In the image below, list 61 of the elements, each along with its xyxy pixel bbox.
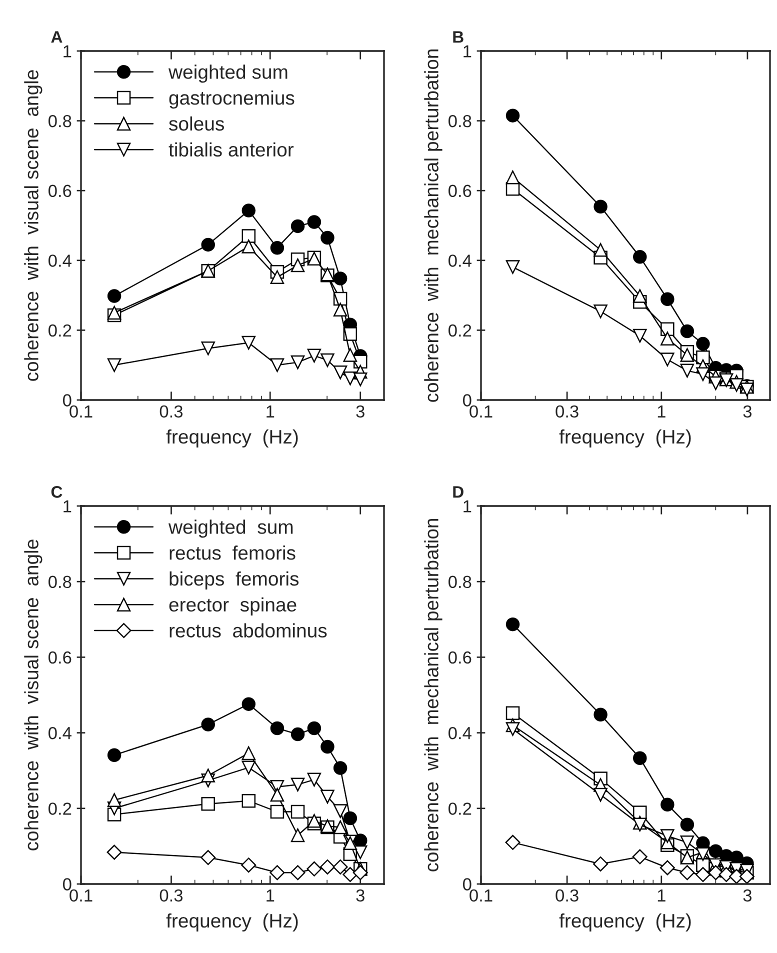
x-tick-label: 1 — [266, 406, 274, 418]
chart-title: B — [453, 31, 464, 43]
legend-label: soleus — [169, 116, 224, 131]
y-tick-label: 0.4 — [448, 254, 472, 267]
y-tick-label: 0.8 — [448, 576, 472, 588]
y-tick-label: 0.2 — [448, 802, 472, 815]
x-tick-label: 3 — [356, 405, 364, 418]
x-axis-title: frequency (Hz) — [559, 913, 691, 932]
x-tick-label: 1 — [266, 890, 274, 902]
y-axis-title: coherence with visual scene angle — [24, 70, 42, 381]
y-tick-label: 0.4 — [48, 726, 72, 740]
y-tick-label: 0.6 — [448, 184, 472, 198]
x-tick-label: 3 — [743, 889, 752, 902]
y-axis-title: coherence with mechanical perturbation — [424, 49, 442, 402]
x-tick-label: 0.3 — [160, 889, 183, 902]
y-tick-label: 0 — [62, 878, 72, 890]
x-tick-label: 0.3 — [160, 405, 183, 418]
x-tick-label: 0.1 — [70, 405, 92, 418]
legend-label: erector spinae — [169, 597, 296, 616]
x-tick-label: 3 — [356, 889, 364, 902]
y-tick-label: 0.2 — [48, 802, 72, 815]
chart-title: C — [51, 486, 62, 498]
y-tick-label: 1 — [64, 45, 72, 58]
y-tick-label: 1 — [464, 500, 472, 512]
y-axis-title: coherence with visual scene angle — [24, 540, 42, 850]
legend-label: gastrocnemius — [169, 90, 294, 109]
y-tick-label: 0.8 — [48, 576, 72, 588]
legend-label: weighted sum — [168, 520, 293, 538]
y-tick-label: 0.2 — [448, 324, 472, 337]
x-axis-title: frequency (Hz) — [166, 913, 298, 932]
y-tick-label: 0 — [462, 394, 472, 406]
y-tick-label: 0.2 — [48, 324, 72, 337]
legend-label: biceps femoris — [170, 571, 299, 590]
x-tick-label: 0.1 — [70, 889, 92, 902]
x-tick-label: 0.3 — [556, 405, 578, 418]
y-tick-label: 0.4 — [448, 726, 472, 740]
x-tick-label: 3 — [743, 405, 752, 418]
x-tick-label: 0.1 — [470, 405, 492, 418]
chart-title: D — [453, 486, 464, 498]
x-axis-title: frequency (Hz) — [559, 429, 691, 448]
y-tick-label: 0.6 — [448, 651, 472, 664]
x-axis-title: frequency (Hz) — [166, 429, 298, 448]
x-tick-label: 0.3 — [556, 889, 578, 902]
legend-label: rectus femoris — [170, 546, 296, 560]
y-tick-label: 0.4 — [48, 254, 72, 267]
y-tick-label: 0.8 — [48, 114, 72, 128]
y-tick-label: 1 — [64, 500, 72, 512]
y-tick-label: 0.6 — [48, 184, 72, 198]
y-tick-label: 0 — [62, 394, 72, 406]
y-tick-label: 0 — [462, 878, 472, 890]
x-tick-label: 1 — [658, 406, 666, 418]
legend-label: tibialis anterior — [168, 142, 294, 157]
legend-label: rectus abdominus — [170, 623, 327, 638]
y-tick-label: 1 — [464, 45, 472, 58]
y-axis-title: coherence with mechanical perturbation — [424, 518, 442, 872]
x-tick-label: 0.1 — [470, 889, 492, 902]
x-tick-label: 1 — [658, 890, 666, 902]
y-tick-label: 0.6 — [48, 651, 72, 664]
legend-label: weighted sum — [168, 64, 288, 83]
y-tick-label: 0.8 — [448, 114, 472, 128]
chart-title: A — [51, 31, 62, 43]
